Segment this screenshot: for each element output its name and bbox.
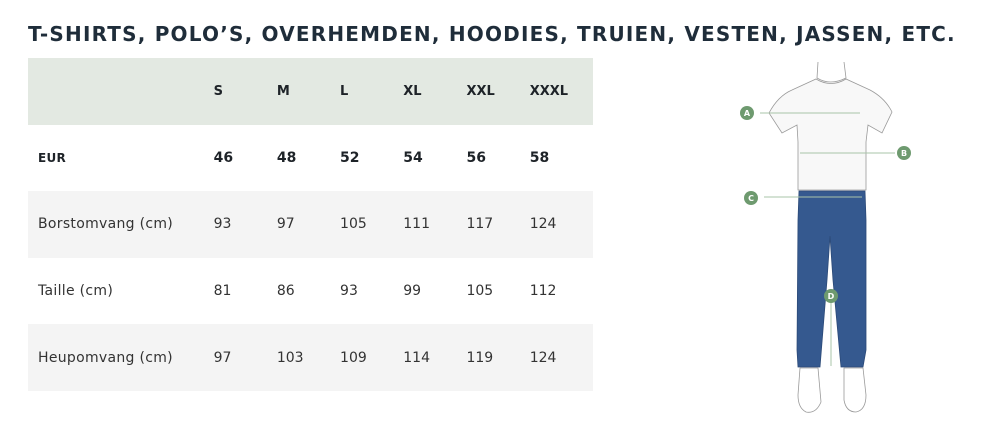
cell: 119 bbox=[466, 349, 494, 366]
cell: 54 bbox=[403, 149, 423, 166]
marker-a: A bbox=[740, 106, 754, 120]
cell: 48 bbox=[276, 149, 297, 166]
row-label: Taille (cm) bbox=[38, 283, 114, 300]
tshirt-outline bbox=[768, 78, 893, 191]
cell: 86 bbox=[276, 283, 295, 300]
cell: 112 bbox=[529, 283, 557, 300]
table-row-heupomvang: Heupomvang (cm) 97 103 109 114 119 124 bbox=[28, 324, 593, 391]
svg-text:C: C bbox=[748, 194, 754, 203]
cell: 46 bbox=[213, 149, 234, 166]
page-title: T-SHIRTS, POLO’S, OVERHEMDEN, HOODIES, T… bbox=[28, 22, 956, 46]
cell: 109 bbox=[340, 349, 367, 366]
svg-text:A: A bbox=[744, 109, 751, 118]
cell: 56 bbox=[466, 149, 486, 166]
svg-text:D: D bbox=[828, 292, 835, 301]
row-label: EUR bbox=[38, 150, 67, 165]
cell: 52 bbox=[340, 149, 360, 166]
cell: 124 bbox=[529, 216, 557, 233]
header-cell-s: S bbox=[213, 83, 223, 99]
cell: 114 bbox=[403, 349, 430, 366]
marker-c: C bbox=[744, 191, 758, 205]
header-cell-m: M bbox=[276, 83, 290, 99]
header-cell-xxxl: XXXL bbox=[529, 83, 569, 99]
header-cell-xxl: XXL bbox=[466, 83, 495, 99]
marker-d: D bbox=[824, 289, 838, 303]
marker-b: B bbox=[897, 146, 911, 160]
row-label: Heupomvang (cm) bbox=[38, 349, 173, 366]
cell: 105 bbox=[340, 216, 367, 233]
measurement-figure: A B C D bbox=[740, 61, 911, 413]
cell: 124 bbox=[529, 349, 557, 366]
table-row-taille: Taille (cm) 81 86 93 99 105 112 bbox=[28, 257, 593, 325]
table-header-row: S M L XL XXL XXXL bbox=[28, 58, 593, 125]
row-label: Borstomvang (cm) bbox=[38, 216, 174, 233]
cell: 99 bbox=[403, 283, 422, 300]
jeans bbox=[796, 190, 867, 368]
header-cell bbox=[28, 58, 214, 125]
table-row-borstomvang: Borstomvang (cm) 93 97 105 111 117 124 bbox=[28, 191, 593, 258]
cell: 105 bbox=[466, 283, 494, 300]
cell: 103 bbox=[276, 349, 304, 366]
header-cell-l: L bbox=[340, 83, 349, 99]
svg-text:B: B bbox=[901, 149, 907, 158]
cell: 93 bbox=[213, 216, 232, 233]
cell: 111 bbox=[403, 216, 430, 233]
right-shoe bbox=[843, 367, 867, 413]
cell: 97 bbox=[213, 349, 232, 366]
cell: 117 bbox=[466, 216, 494, 233]
cell: 81 bbox=[213, 283, 232, 300]
cell: 58 bbox=[529, 149, 550, 166]
header-cell-xl: XL bbox=[403, 83, 422, 99]
left-shoe bbox=[797, 367, 822, 413]
table-row-eur: EUR 46 48 52 54 56 58 bbox=[28, 124, 593, 192]
neck-outline bbox=[816, 61, 847, 83]
size-table: S M L XL XXL XXXL EUR 46 48 52 54 56 58 … bbox=[28, 58, 593, 391]
cell: 93 bbox=[340, 283, 358, 300]
figure-body bbox=[768, 61, 893, 413]
cell: 97 bbox=[276, 216, 295, 233]
